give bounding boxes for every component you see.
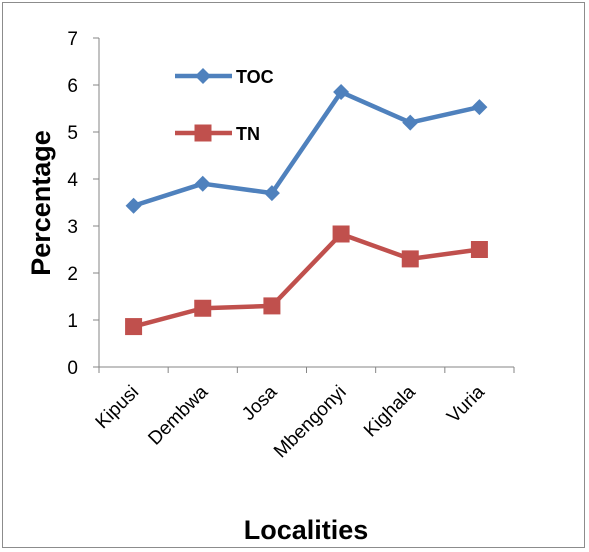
series-line-tn <box>133 231 480 329</box>
legend-label-toc: TOC <box>236 67 274 87</box>
data-point-toc <box>194 175 211 192</box>
data-point-toc <box>471 99 488 116</box>
y-tick-labels: 0 1 2 3 4 5 6 7 <box>67 29 78 379</box>
y-tick-label: 5 <box>67 123 78 144</box>
y-tick-label: 4 <box>67 170 78 191</box>
x-tick-label: Mbengonyi <box>270 382 351 463</box>
x-tick-label: Josa <box>238 381 282 425</box>
x-tick-label: Kipusi <box>92 382 143 433</box>
y-tick-label: 1 <box>67 311 78 332</box>
axes <box>93 37 515 373</box>
y-tick-label: 2 <box>67 264 78 285</box>
x-tick-label: Dembwa <box>144 381 212 449</box>
y-axis-title: Percentage <box>26 130 56 276</box>
x-tick-label: Vuria <box>443 381 489 427</box>
series-layer <box>125 84 488 336</box>
data-point-toc <box>402 114 419 131</box>
series-line-toc <box>132 89 480 208</box>
x-axis-title: Localities <box>244 515 369 545</box>
data-point-toc <box>263 185 280 202</box>
legend-label-tn: TN <box>236 124 260 144</box>
legend-marker-toc <box>195 68 211 84</box>
data-point-toc <box>125 197 142 214</box>
data-point-tn <box>332 225 350 243</box>
data-point-tn <box>470 241 488 258</box>
data-point-tn <box>401 250 419 268</box>
legend: TOC TN <box>175 67 274 144</box>
legend-marker-tn <box>194 124 212 142</box>
data-point-tn <box>125 318 143 336</box>
y-tick-label: 7 <box>67 29 78 50</box>
y-tick-label: 3 <box>67 217 78 238</box>
x-tick-label: Kighala <box>360 381 420 441</box>
y-tick-label: 0 <box>67 358 78 379</box>
data-point-tn <box>263 297 281 315</box>
data-point-toc <box>333 84 350 101</box>
data-point-tn <box>194 299 212 317</box>
y-tick-label: 6 <box>67 76 78 97</box>
